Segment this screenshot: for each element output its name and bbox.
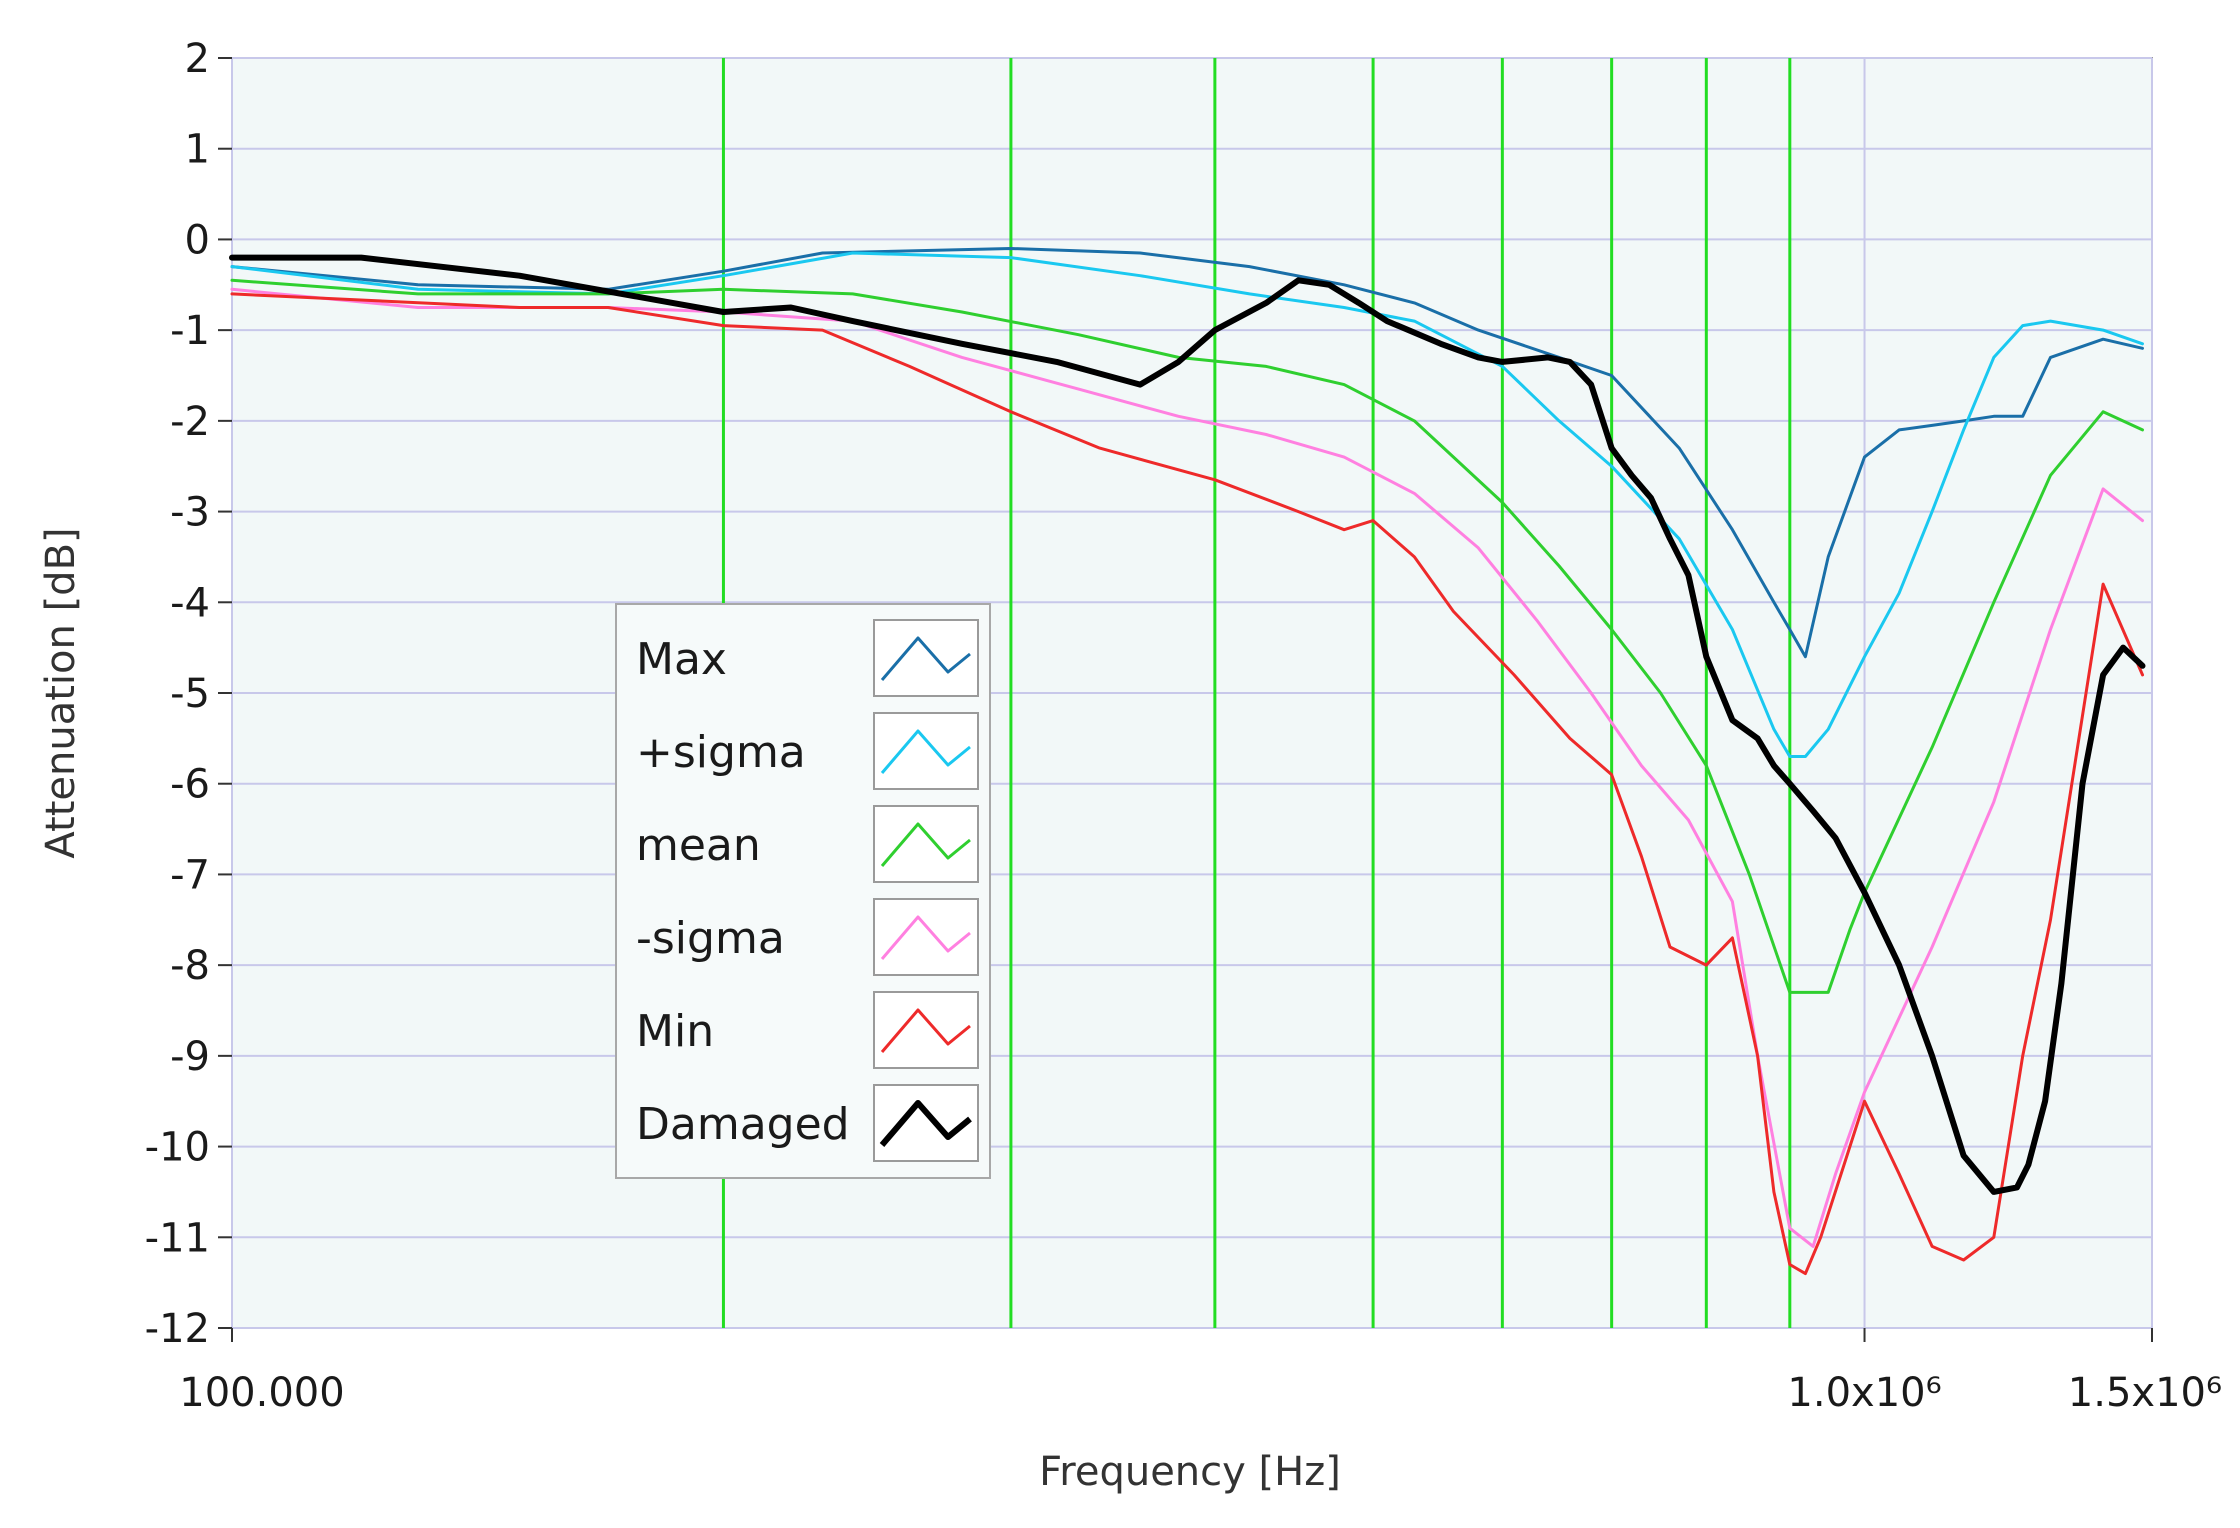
y-tick-label: -8 xyxy=(170,943,210,989)
y-tick-label: -6 xyxy=(170,762,210,808)
y-tick-label: 1 xyxy=(185,127,210,173)
y-tick-label: -2 xyxy=(170,399,210,445)
legend-swatch-line xyxy=(880,822,971,867)
legend-swatch-line xyxy=(880,1008,971,1053)
y-tick-label: 2 xyxy=(185,36,210,82)
legend-swatch xyxy=(873,805,979,883)
axes: 2 1 0 -1 -2 -3 -4 -5 -6 -7 -8 -9 -10 -11 -12 100.000 1.0… xyxy=(145,36,2222,1416)
legend-swatch xyxy=(873,619,979,697)
series-line-mean xyxy=(230,278,2144,994)
legend-swatch xyxy=(873,898,979,976)
y-tick-label: -4 xyxy=(170,580,210,626)
series-line-min xyxy=(230,292,2144,1276)
x-tick-label: 1.0x10⁶ xyxy=(1787,1370,1941,1416)
legend: Max +sigma mean -sigma Min Damaged xyxy=(615,603,991,1179)
x-axis-title: Frequency [Hz] xyxy=(1039,1449,1341,1495)
legend-label: Max xyxy=(636,634,727,685)
series-line-sigma xyxy=(230,251,2144,758)
legend-swatch-line xyxy=(880,729,971,774)
legend-swatch-line xyxy=(879,1100,972,1147)
legend-label: Damaged xyxy=(636,1099,850,1150)
y-tick-label: -1 xyxy=(170,308,210,354)
y-axis-title: Attenuation [dB] xyxy=(38,527,84,858)
series-line-damaged xyxy=(229,254,2146,1195)
y-tick-label: 0 xyxy=(185,217,210,263)
series-line-max xyxy=(230,247,2144,659)
x-tick-label: 1.5x10⁶ xyxy=(2068,1370,2222,1416)
y-tick-label: -7 xyxy=(170,852,210,898)
legend-label: mean xyxy=(636,820,761,871)
marker-lines xyxy=(721,58,1792,1328)
y-tick-label: -11 xyxy=(145,1215,210,1261)
legend-label: -sigma xyxy=(636,913,785,964)
x-tick-label: 100.000 xyxy=(179,1370,344,1416)
y-tick-label: -5 xyxy=(170,671,210,717)
y-tick-label: -9 xyxy=(170,1034,210,1080)
legend-swatch xyxy=(873,991,979,1069)
legend-box xyxy=(615,603,991,1179)
legend-swatch-line xyxy=(880,636,971,681)
y-tick-label: -3 xyxy=(170,490,210,536)
y-tick-label: -10 xyxy=(145,1125,210,1171)
y-tick-label: -12 xyxy=(145,1306,210,1352)
legend-swatch xyxy=(873,712,979,790)
legend-swatch-line xyxy=(880,915,971,960)
legend-label: Min xyxy=(636,1006,714,1057)
legend-label: +sigma xyxy=(636,727,806,778)
series-lines xyxy=(229,247,2146,1276)
